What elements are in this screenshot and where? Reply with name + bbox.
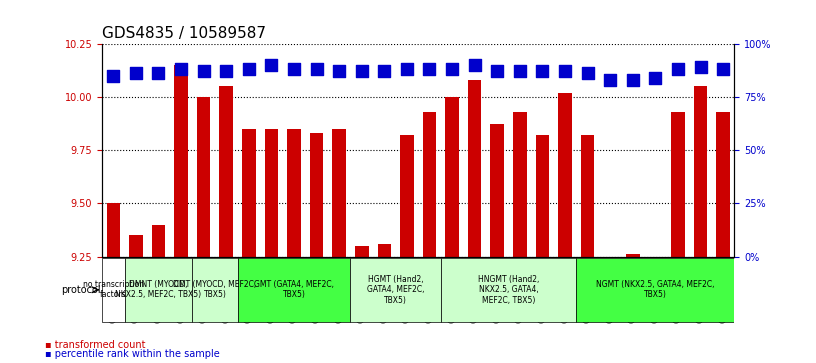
Bar bbox=[672, 112, 685, 257]
Point bbox=[694, 64, 707, 70]
Bar bbox=[423, 112, 437, 257]
Point bbox=[197, 68, 211, 74]
Point bbox=[446, 66, 459, 72]
Point bbox=[490, 68, 503, 74]
Point bbox=[355, 68, 368, 74]
Text: DMT (MYOCD, MEF2C,
TBX5): DMT (MYOCD, MEF2C, TBX5) bbox=[173, 280, 256, 299]
Point bbox=[716, 66, 730, 72]
Point bbox=[287, 66, 300, 72]
Bar bbox=[129, 235, 143, 257]
Text: GMT (GATA4, MEF2C,
TBX5): GMT (GATA4, MEF2C, TBX5) bbox=[254, 280, 334, 299]
Point bbox=[581, 70, 594, 76]
Text: HGMT (Hand2,
GATA4, MEF2C,
TBX5): HGMT (Hand2, GATA4, MEF2C, TBX5) bbox=[367, 275, 424, 305]
Point bbox=[107, 73, 120, 78]
Bar bbox=[287, 129, 301, 257]
Bar bbox=[446, 97, 459, 257]
Text: ▪ transformed count: ▪ transformed count bbox=[45, 340, 145, 350]
FancyBboxPatch shape bbox=[441, 258, 576, 322]
Bar bbox=[264, 129, 278, 257]
FancyBboxPatch shape bbox=[350, 258, 441, 322]
FancyBboxPatch shape bbox=[193, 258, 237, 322]
Bar bbox=[468, 80, 481, 257]
Bar bbox=[175, 65, 188, 257]
Point bbox=[152, 70, 165, 76]
Point bbox=[130, 70, 143, 76]
Point bbox=[468, 62, 481, 68]
Point bbox=[378, 68, 391, 74]
Text: HNGMT (Hand2,
NKX2.5, GATA4,
MEF2C, TBX5): HNGMT (Hand2, NKX2.5, GATA4, MEF2C, TBX5… bbox=[478, 275, 539, 305]
Point bbox=[175, 66, 188, 72]
Bar bbox=[242, 129, 255, 257]
Bar bbox=[558, 93, 572, 257]
FancyBboxPatch shape bbox=[125, 258, 193, 322]
Bar bbox=[581, 135, 594, 257]
Point bbox=[220, 68, 233, 74]
Bar bbox=[107, 203, 120, 257]
Bar bbox=[716, 112, 730, 257]
Point bbox=[604, 77, 617, 83]
Bar bbox=[220, 86, 233, 257]
Bar bbox=[535, 135, 549, 257]
Bar bbox=[332, 129, 346, 257]
Point bbox=[423, 66, 436, 72]
Point bbox=[558, 68, 571, 74]
FancyBboxPatch shape bbox=[102, 258, 125, 322]
Text: ▪ percentile rank within the sample: ▪ percentile rank within the sample bbox=[45, 349, 220, 359]
Bar bbox=[197, 97, 211, 257]
Point bbox=[333, 68, 346, 74]
Point bbox=[513, 68, 526, 74]
Point bbox=[401, 66, 414, 72]
FancyBboxPatch shape bbox=[237, 258, 350, 322]
Point bbox=[649, 75, 662, 81]
Bar bbox=[513, 112, 526, 257]
Bar bbox=[310, 133, 323, 257]
Bar bbox=[378, 244, 391, 257]
Point bbox=[242, 66, 255, 72]
Bar bbox=[490, 125, 504, 257]
Point bbox=[672, 66, 685, 72]
Text: DMNT (MYOCD,
NKX2.5, MEF2C, TBX5): DMNT (MYOCD, NKX2.5, MEF2C, TBX5) bbox=[115, 280, 202, 299]
Text: no transcription
factors: no transcription factors bbox=[82, 280, 144, 299]
Bar bbox=[694, 86, 707, 257]
Point bbox=[310, 66, 323, 72]
Bar bbox=[400, 135, 414, 257]
Bar bbox=[355, 246, 369, 257]
FancyBboxPatch shape bbox=[576, 258, 734, 322]
Bar bbox=[152, 225, 165, 257]
Point bbox=[536, 68, 549, 74]
Point bbox=[265, 62, 278, 68]
Text: protocol: protocol bbox=[61, 285, 101, 295]
Text: GDS4835 / 10589587: GDS4835 / 10589587 bbox=[102, 26, 266, 41]
Point bbox=[626, 77, 639, 83]
Bar bbox=[626, 254, 640, 257]
Text: NGMT (NKX2.5, GATA4, MEF2C,
TBX5): NGMT (NKX2.5, GATA4, MEF2C, TBX5) bbox=[596, 280, 715, 299]
